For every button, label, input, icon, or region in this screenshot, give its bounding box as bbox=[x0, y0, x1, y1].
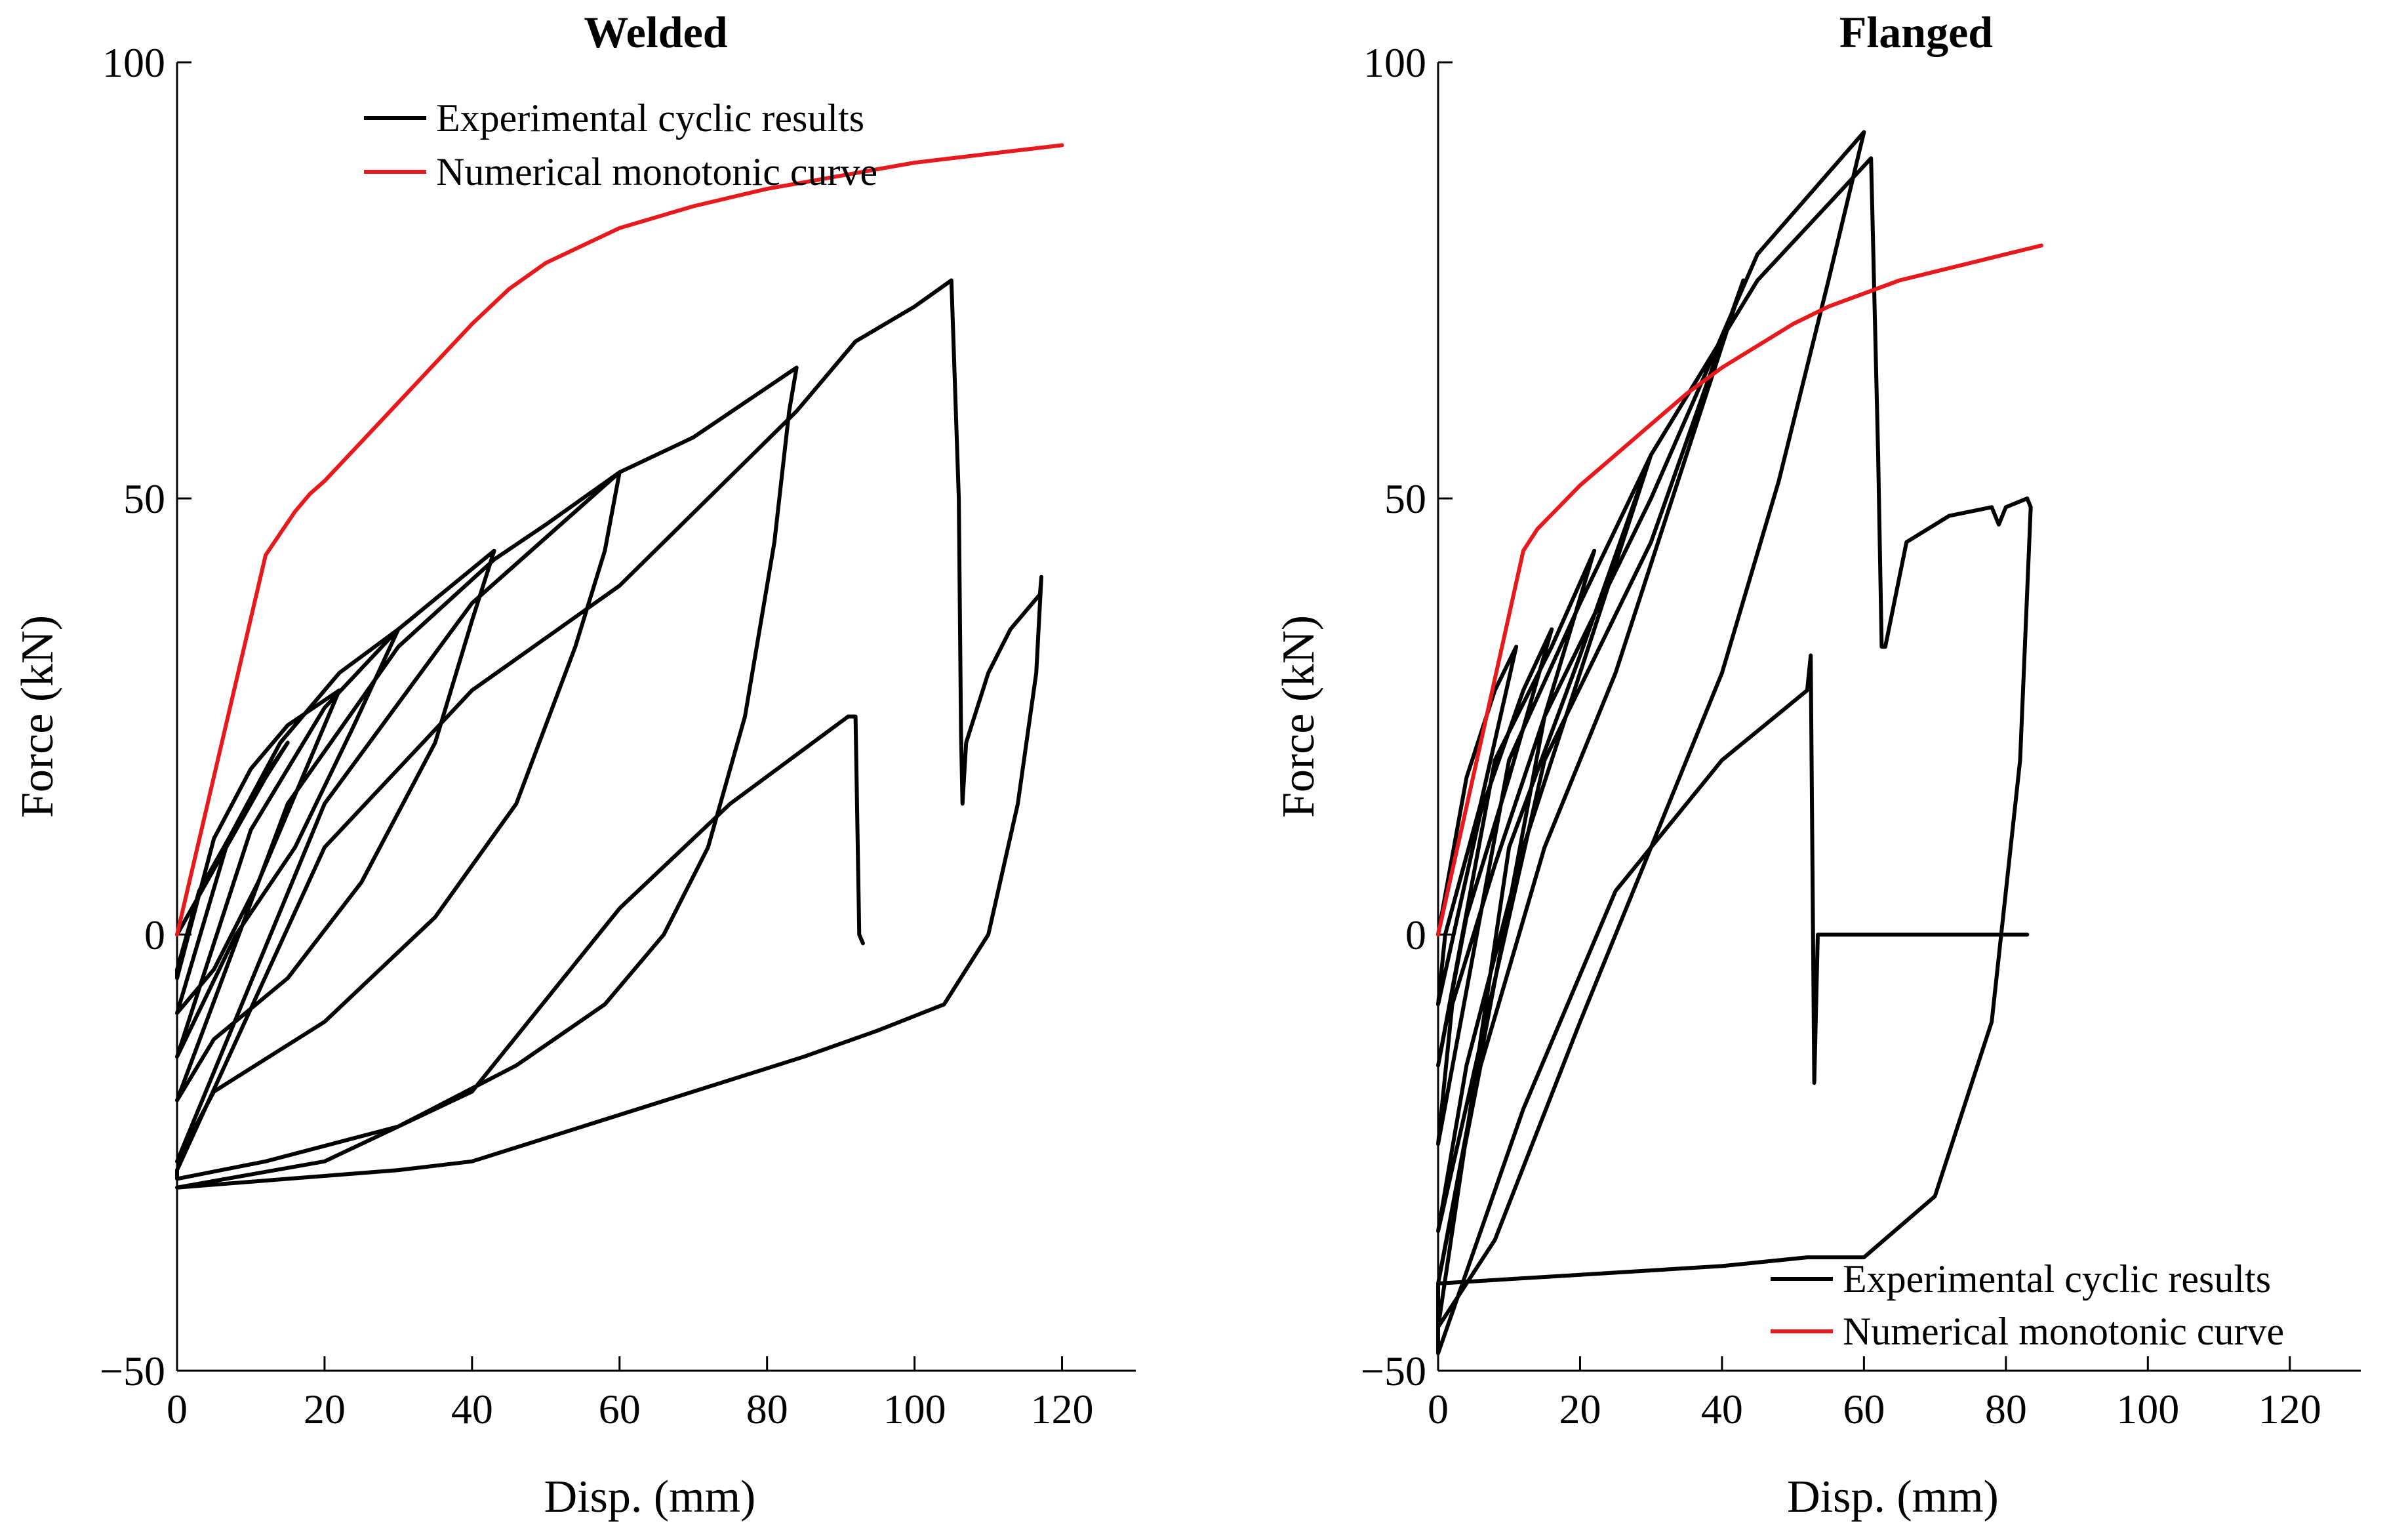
x-tick-label: 80 bbox=[1985, 1386, 2027, 1432]
x-tick-label: 0 bbox=[167, 1386, 188, 1432]
x-tick-label: 120 bbox=[2258, 1386, 2321, 1432]
experimental-cyclic-series bbox=[1436, 130, 2033, 1356]
x-tick-label: 20 bbox=[304, 1386, 346, 1432]
legend: Experimental cyclic results Numerical mon… bbox=[1771, 1257, 2284, 1353]
x-axis-label: Disp. (mm) bbox=[1787, 1472, 1999, 1522]
x-tick-label: 80 bbox=[746, 1386, 788, 1432]
x-tick-label: 60 bbox=[1843, 1386, 1885, 1432]
x-tick-label: 20 bbox=[1559, 1386, 1601, 1432]
x-tick-label: 40 bbox=[1701, 1386, 1743, 1432]
y-tick-label: 100 bbox=[1363, 39, 1426, 86]
y-tick-label: 100 bbox=[102, 39, 165, 86]
legend-label: Numerical monotonic curve bbox=[436, 150, 877, 193]
legend-label: Experimental cyclic results bbox=[436, 96, 864, 140]
y-tick-label: −50 bbox=[1361, 1348, 1426, 1394]
x-tick-label: 100 bbox=[2116, 1386, 2179, 1432]
chart-title: Flanged bbox=[1839, 7, 1993, 57]
x-tick-label: 100 bbox=[883, 1386, 946, 1432]
x-tick-label: 0 bbox=[1428, 1386, 1449, 1432]
y-tick-label: −50 bbox=[100, 1348, 165, 1394]
y-axis-label: Force (kN) bbox=[12, 615, 63, 818]
experimental-cyclic-series bbox=[175, 278, 1043, 1190]
legend-label: Numerical monotonic curve bbox=[1843, 1310, 2284, 1353]
y-axis-label: Force (kN) bbox=[1274, 615, 1324, 818]
y-tick-label: 0 bbox=[1405, 912, 1426, 958]
x-tick-label: 60 bbox=[599, 1386, 641, 1432]
legend-label: Experimental cyclic results bbox=[1843, 1257, 2271, 1301]
x-tick-label: 120 bbox=[1031, 1386, 1094, 1432]
y-tick-label: 50 bbox=[1384, 475, 1426, 522]
numerical-monotonic-series bbox=[175, 143, 1064, 937]
chart-title: Welded bbox=[584, 7, 727, 57]
y-tick-label: 0 bbox=[144, 912, 165, 958]
numerical-monotonic-series bbox=[1436, 243, 2043, 937]
legend: Experimental cyclic results Numerical mon… bbox=[364, 96, 877, 193]
x-axis-label: Disp. (mm) bbox=[544, 1472, 756, 1522]
x-tick-label: 40 bbox=[451, 1386, 493, 1432]
y-tick-label: 50 bbox=[123, 475, 165, 522]
